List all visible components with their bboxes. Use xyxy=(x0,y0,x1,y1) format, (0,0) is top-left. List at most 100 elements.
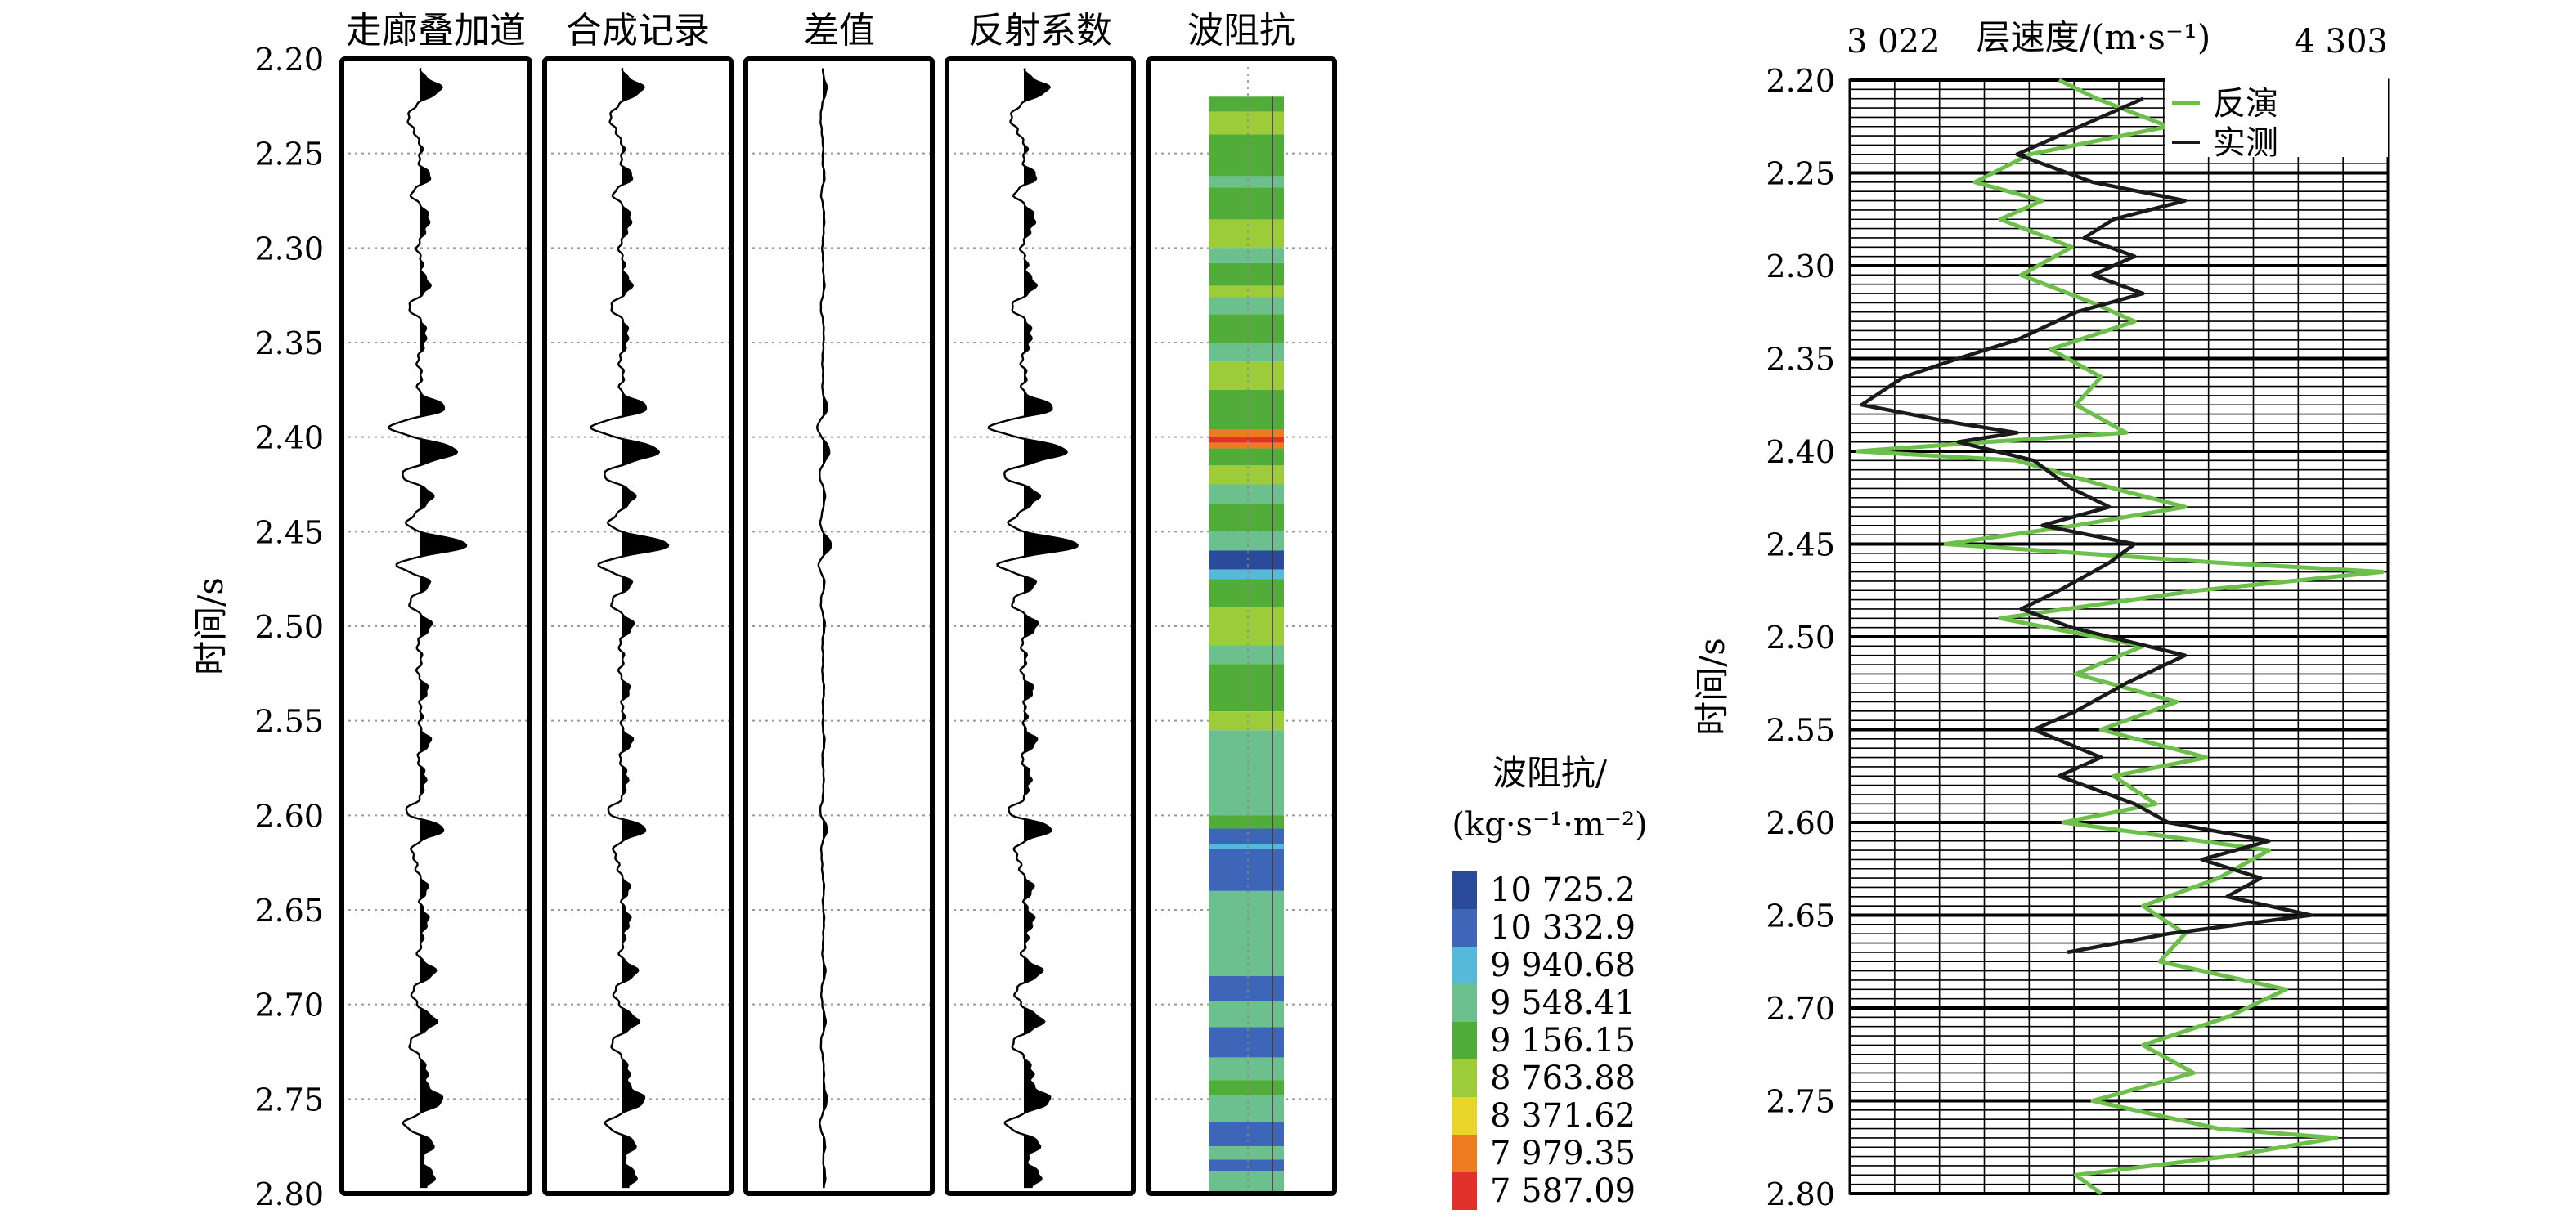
y-axis-label: 时间/s xyxy=(1692,638,1732,736)
y-tick-label: 2.35 xyxy=(254,325,324,361)
impedance-layer xyxy=(1209,187,1284,220)
legend-swatch xyxy=(1452,1059,1477,1097)
impedance-layer xyxy=(1209,579,1284,607)
impedance-layer xyxy=(1209,1159,1284,1171)
legend-label: 7 587.09 xyxy=(1490,1172,1636,1210)
impedance-layer xyxy=(1209,176,1284,188)
impedance-layer xyxy=(1209,343,1284,362)
wiggle-trace xyxy=(816,68,832,1189)
panel-title: 走廊叠加道 xyxy=(346,10,526,52)
legend-label: 9 940.68 xyxy=(1490,947,1636,984)
panel-frame xyxy=(945,56,1136,1196)
legend-label: 9 156.15 xyxy=(1490,1022,1636,1059)
y-tick-label: 2.70 xyxy=(1766,991,1835,1027)
y-tick-label: 2.30 xyxy=(1766,249,1835,284)
impedance-layer xyxy=(1209,1057,1284,1081)
impedance-layer xyxy=(1209,361,1284,390)
impedance-layer xyxy=(1209,1146,1284,1160)
y-tick-label: 2.65 xyxy=(1766,898,1835,934)
impedance-layer xyxy=(1209,1171,1284,1194)
y-tick-label: 2.40 xyxy=(254,420,324,456)
y-tick-label: 2.75 xyxy=(1766,1084,1835,1120)
legend-swatch xyxy=(1452,871,1477,909)
velocity-chart: 3 022 层速度/(m·s⁻¹) 4 303 2.20 2.25 2.30 2.35 2.4… xyxy=(1692,17,2390,1212)
impedance-layer xyxy=(1209,134,1284,177)
panel-title: 差值 xyxy=(803,10,875,52)
wiggle-trace xyxy=(590,67,670,1189)
series-legend-label: 反演 xyxy=(2213,85,2278,123)
panel-4: 反射系数 xyxy=(945,10,1136,1196)
impedance-layer xyxy=(1209,607,1284,646)
impedance-layer xyxy=(1209,815,1284,829)
panel-frame xyxy=(542,56,734,1196)
impedance-layer xyxy=(1209,890,1284,976)
legend-swatch xyxy=(1452,1135,1477,1172)
legend-swatch xyxy=(1452,1172,1477,1210)
y-tick-label: 2.45 xyxy=(254,514,324,550)
impedance-layer xyxy=(1209,550,1284,570)
impedance-layer xyxy=(1209,844,1284,849)
impedance-layer xyxy=(1209,1122,1284,1147)
impedance-layer xyxy=(1209,442,1284,449)
x-axis-title: 层速度/(m·s⁻¹) xyxy=(1977,17,2211,57)
wiggle-trace xyxy=(987,67,1079,1189)
panel-2: 合成记录 xyxy=(542,10,734,1196)
y-tick-label: 2.50 xyxy=(254,609,324,645)
impedance-layer xyxy=(1209,1095,1284,1122)
impedance-legend: 波阻抗/ (kg·s⁻¹·m⁻²) 10 725.210 332.99 940.68… xyxy=(1452,753,1648,1210)
panel-5: 波阻抗 xyxy=(1146,10,1337,1196)
legend-label: 9 548.41 xyxy=(1490,984,1636,1022)
legend-swatch xyxy=(1452,947,1477,984)
legend-label: 8 763.88 xyxy=(1490,1059,1636,1097)
series-line-inversion xyxy=(1855,78,2385,1196)
panel-3: 差值 xyxy=(743,10,935,1196)
impedance-layer xyxy=(1209,645,1284,665)
legend-swatch xyxy=(1452,1097,1477,1135)
impedance-layer xyxy=(1209,503,1284,532)
impedance-layer xyxy=(1209,1027,1284,1058)
plot-frame xyxy=(1848,78,2390,1195)
wiggle-fill xyxy=(420,68,466,1189)
impedance-layer xyxy=(1209,531,1284,551)
panel-title: 波阻抗 xyxy=(1187,10,1295,52)
y-tick-label: 2.65 xyxy=(254,893,324,929)
panel-frame xyxy=(339,56,532,1196)
y-tick-label: 2.55 xyxy=(254,704,324,740)
impedance-layer xyxy=(1209,484,1284,504)
y-tick-label: 2.35 xyxy=(1766,342,1835,378)
y-tick-label: 2.55 xyxy=(1766,713,1835,749)
y-tick-label: 2.20 xyxy=(1766,63,1835,99)
legend-label: 8 371.62 xyxy=(1490,1097,1636,1135)
impedance-layer xyxy=(1209,1080,1284,1095)
y-tick-label: 2.25 xyxy=(254,137,324,172)
y-tick-label: 2.50 xyxy=(1766,620,1835,656)
y-tick-label: 2.45 xyxy=(1766,527,1835,563)
wiggle-trace xyxy=(388,67,468,1189)
impedance-layer xyxy=(1209,429,1284,437)
wiggle-fill xyxy=(1024,68,1078,1189)
impedance-layer xyxy=(1209,711,1284,731)
impedance-layer xyxy=(1209,285,1284,298)
impedance-layer xyxy=(1209,664,1284,712)
impedance-layer xyxy=(1209,730,1284,816)
legend-swatch xyxy=(1452,909,1477,947)
y-tick-label: 2.25 xyxy=(1766,156,1835,192)
legend-swatch xyxy=(1452,1022,1477,1059)
y-tick-label: 2.70 xyxy=(254,988,324,1024)
legend-label: 10 332.9 xyxy=(1490,909,1636,947)
panel-title: 反射系数 xyxy=(968,10,1112,52)
impedance-layer xyxy=(1209,465,1284,485)
panel-1: 走廊叠加道 xyxy=(339,10,532,1196)
panel-title: 合成记录 xyxy=(566,10,710,52)
x-max-label: 4 303 xyxy=(2294,23,2388,60)
impedance-layer xyxy=(1209,219,1284,249)
legend-swatch xyxy=(1452,984,1477,1022)
impedance-layer xyxy=(1209,248,1284,263)
series-line-measured xyxy=(1860,96,2313,955)
y-tick-label: 2.80 xyxy=(1766,1176,1835,1212)
legend-label: 10 725.2 xyxy=(1490,871,1636,909)
y-tick-label: 2.80 xyxy=(254,1176,324,1212)
impedance-layer xyxy=(1209,849,1284,891)
impedance-layer xyxy=(1209,975,1284,1001)
